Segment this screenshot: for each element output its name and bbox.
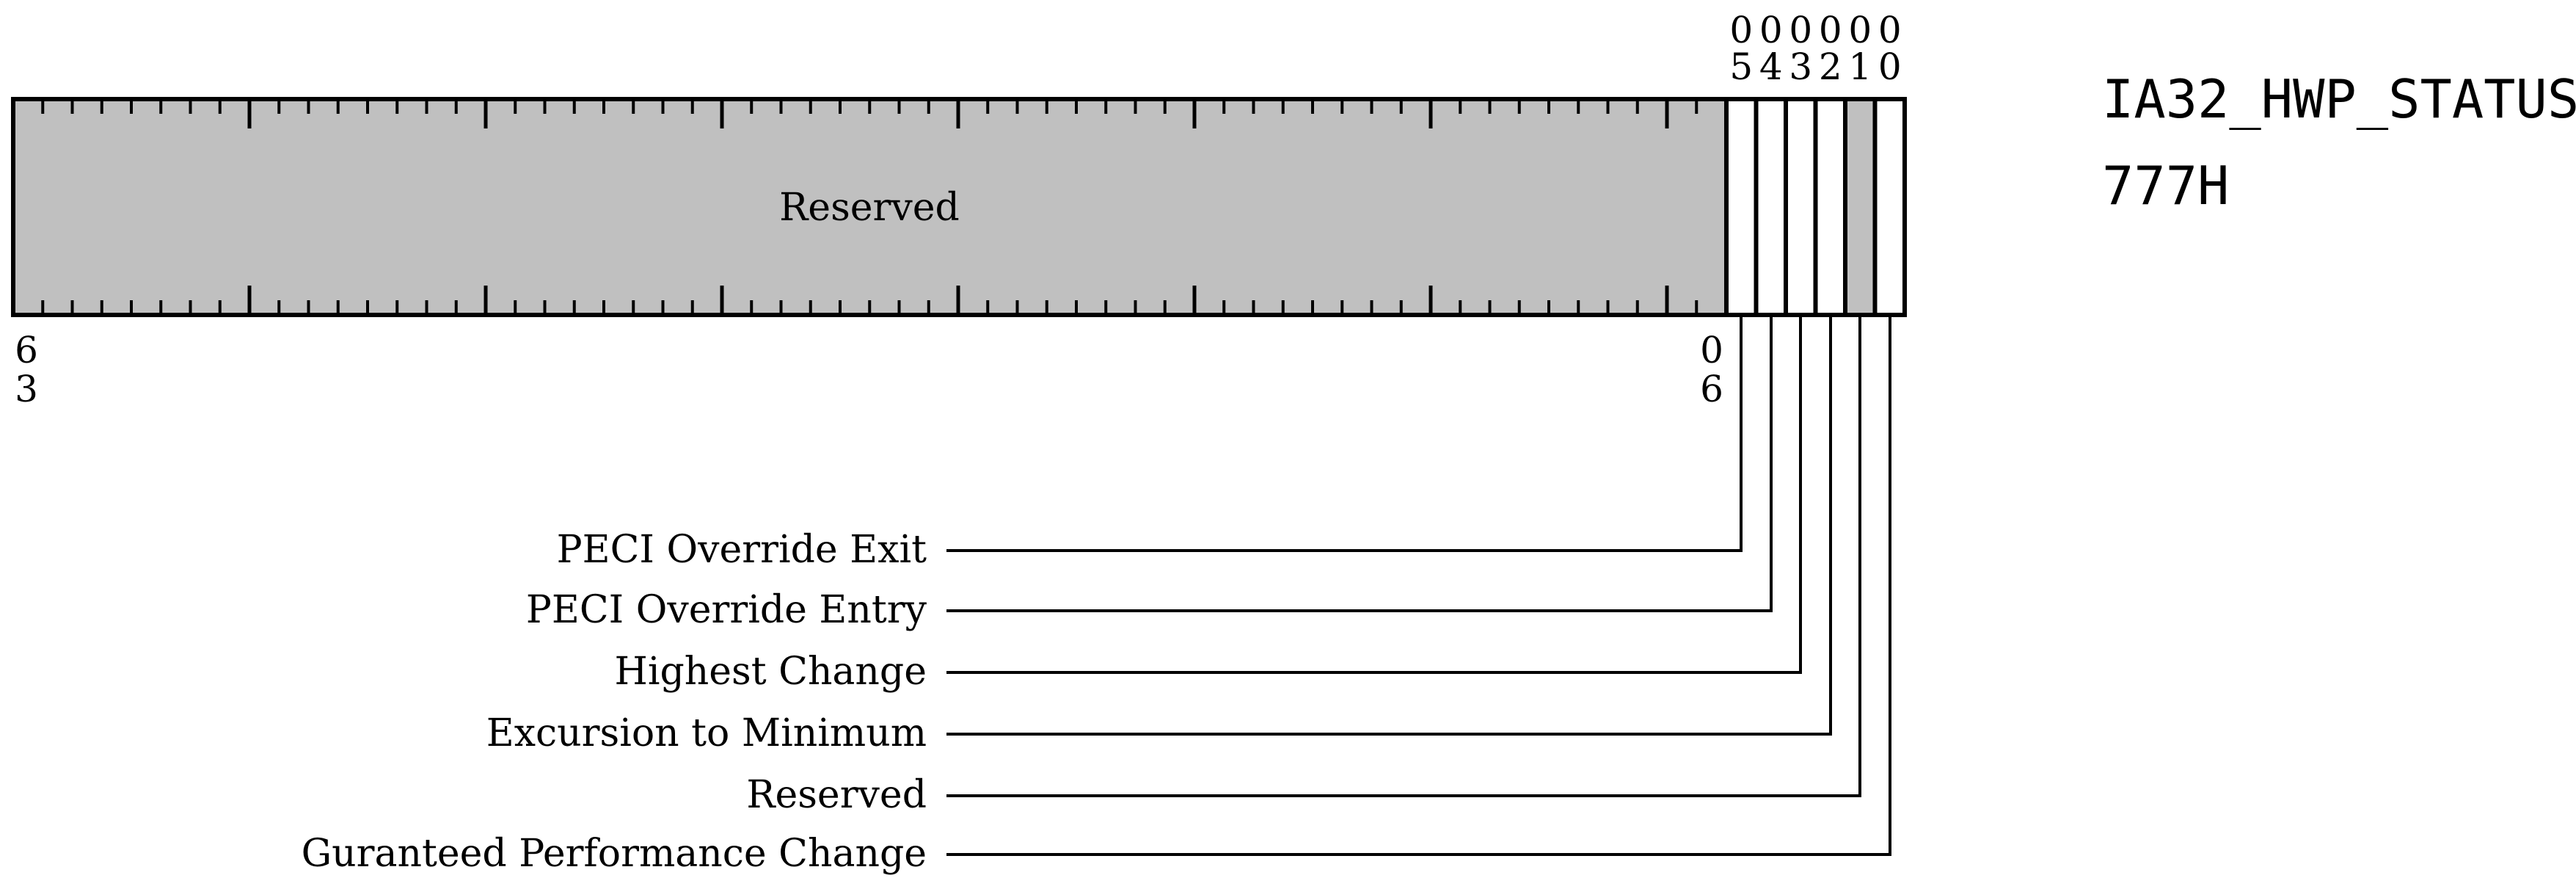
msb-digit-ones: 3 (15, 368, 38, 410)
register-name: IA32_HWP_STATUS (2102, 68, 2576, 130)
callout-label: Guranteed Performance Change (302, 832, 927, 876)
callout-label: Reserved (746, 773, 927, 817)
msb-digit-tens: 6 (15, 329, 38, 371)
register-address: 777H (2102, 155, 2229, 217)
callout-line (946, 315, 1773, 612)
bit-number-tens: 0 (1848, 9, 1872, 51)
bit-number-ones: 5 (1729, 46, 1753, 88)
bit-number-ones: 2 (1819, 46, 1842, 88)
bit-cell-01 (1843, 97, 1878, 317)
bit-cell-02 (1813, 97, 1847, 317)
bit-cell-00 (1872, 97, 1907, 317)
bit-callouts: PECI Override Exit PECI Override Entry Hig… (302, 315, 1891, 876)
bit-number-tens: 0 (1819, 9, 1842, 51)
lsb-digit-tens: 0 (1700, 329, 1723, 371)
callout-label: Excursion to Minimum (486, 711, 927, 755)
reserved-field (11, 97, 1729, 317)
callout-line (946, 315, 1891, 856)
callout-label: Highest Change (615, 650, 927, 694)
callout-label: PECI Override Exit (557, 528, 927, 572)
reserved-field-label: Reserved (779, 186, 960, 230)
callout-line (946, 315, 1743, 552)
bit-number-tens: 0 (1729, 9, 1753, 51)
bit-tick-marks (41, 99, 1699, 315)
bit-cell-03 (1784, 97, 1818, 317)
callout-label: PECI Override Entry (526, 588, 927, 632)
bit-cell-05 (1724, 97, 1759, 317)
lsb-digit-ones: 6 (1700, 368, 1723, 410)
bit-number-ones: 1 (1848, 46, 1872, 88)
bit-number-tens: 0 (1878, 9, 1902, 51)
bit-cells (1724, 97, 1907, 317)
callout-line (946, 315, 1861, 797)
bit-number-ones: 3 (1789, 46, 1812, 88)
bit-number-tens: 0 (1759, 9, 1783, 51)
bit-number-ones: 4 (1759, 46, 1783, 88)
bit-cell-04 (1754, 97, 1788, 317)
bit-number-tens: 0 (1789, 9, 1812, 51)
bit-number-ones: 0 (1878, 46, 1902, 88)
callout-line (946, 315, 1802, 674)
callout-line (946, 315, 1832, 736)
